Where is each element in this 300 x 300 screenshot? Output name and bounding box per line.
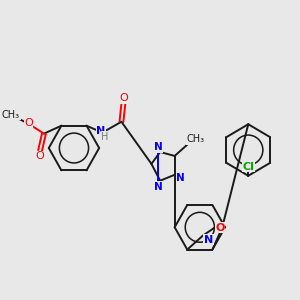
Text: CH₃: CH₃ (187, 134, 205, 144)
Text: Cl: Cl (242, 162, 254, 172)
Text: N: N (97, 126, 106, 136)
Text: H: H (101, 132, 109, 142)
Text: N: N (154, 142, 163, 152)
Text: O: O (119, 93, 128, 103)
Text: O: O (215, 223, 225, 233)
Text: O: O (36, 152, 44, 161)
Text: N: N (154, 182, 163, 192)
Text: O: O (24, 118, 33, 128)
Text: CH₃: CH₃ (2, 110, 20, 120)
Text: N: N (176, 173, 185, 183)
Text: N: N (204, 235, 213, 245)
